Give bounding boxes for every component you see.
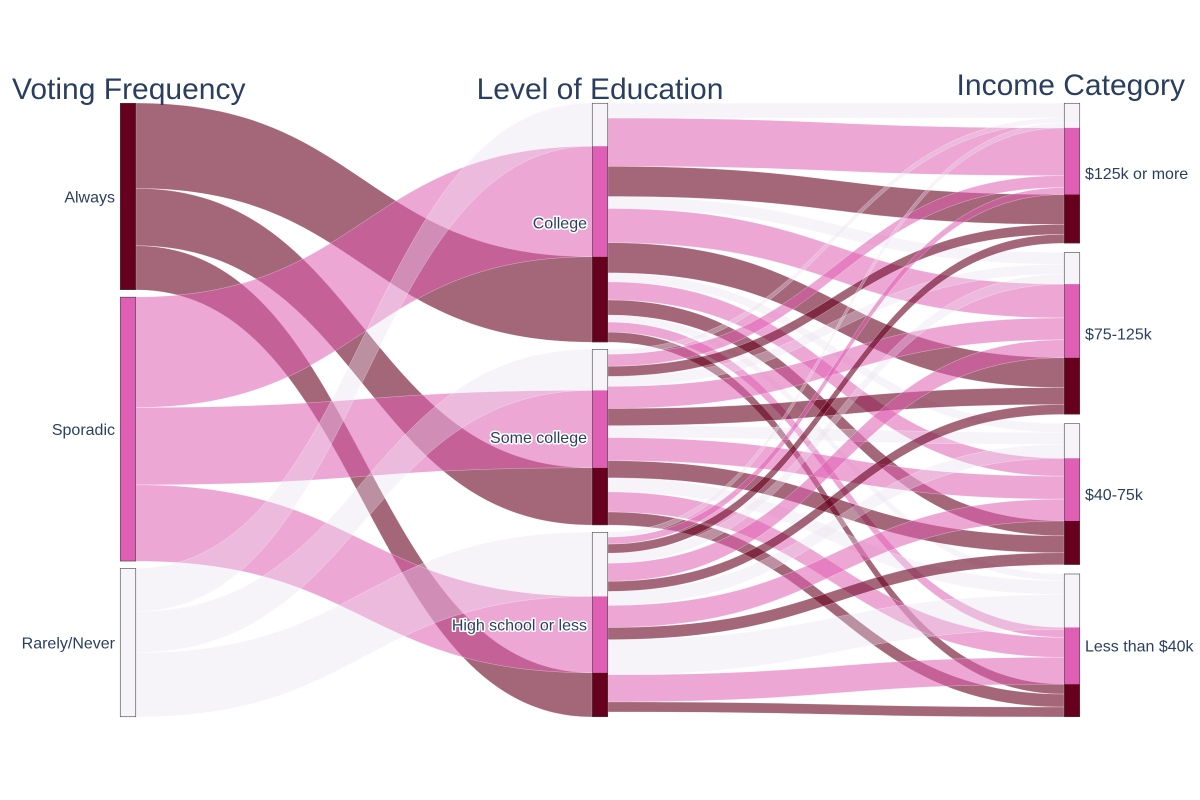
node-segment-40-75k-sporadic [1064,458,1080,521]
node-label-less-than-40k: Less than $40k [1085,638,1195,655]
node-segment-some-college-always [592,467,608,526]
link-high-school-or-less-to-less-than-40k-always[interactable] [607,701,1065,718]
node-segment-some-college-rarely-never [592,349,608,391]
node-segment-college-always [592,256,608,343]
node-outline-some-college [591,349,609,526]
node-label-rarely-never: Rarely/Never [22,636,116,653]
node-outline-40-75k [1063,423,1081,565]
node-segment-125k-or-more-sporadic [1064,127,1080,195]
node-segment-sporadic-sporadic [120,296,136,562]
node-always[interactable] [119,102,137,290]
node-outline-75-125k [1063,252,1081,415]
node-outline-high-school-or-less [591,532,609,718]
node-label-40-75k: $40-75k [1085,487,1144,504]
node-segment-40-75k-rarely-never [1064,423,1080,459]
labels-layer: Always Sporadic Rarely/Never College Some co… [20,165,1196,657]
node-segment-125k-or-more-always [1064,194,1080,244]
node-outline-always [119,102,137,290]
node-sporadic[interactable] [119,296,137,562]
node-segment-college-rarely-never [592,103,608,147]
node-outline-rarely-never [119,568,137,718]
node-segment-125k-or-more-rarely-never [1064,103,1080,128]
titles-layer: Voting Frequency Level of Education Inco… [12,69,1185,106]
links-layer [135,102,1065,718]
node-outline-sporadic [119,296,137,562]
node-75-125k[interactable] [1063,252,1081,415]
node-segment-high-school-or-less-rarely-never [592,532,608,597]
node-segment-less-than-40k-always [1064,684,1080,717]
column-title-voting-frequency: Voting Frequency [12,73,245,106]
node-label-some-college: Some college [490,430,587,447]
node-segment-high-school-or-less-sporadic [592,596,608,673]
node-segment-75-125k-sporadic [1064,284,1080,358]
node-segment-rarely-never-rarely-never [120,568,136,717]
node-rarely-never[interactable] [119,568,137,718]
nodes-layer [119,102,1081,718]
node-outline-less-than-40k [1063,573,1081,718]
node-label-always: Always [64,189,115,206]
column-title-level-of-education: Level of Education [477,73,724,106]
node-segment-40-75k-always [1064,520,1080,565]
node-40-75k[interactable] [1063,423,1081,565]
node-segment-high-school-or-less-always [592,672,608,717]
node-segment-75-125k-rarely-never [1064,252,1080,285]
node-label-high-school-or-less: High school or less [452,618,587,635]
node-segment-college-sporadic [592,146,608,257]
node-segment-some-college-sporadic [592,390,608,468]
node-125k-or-more[interactable] [1063,102,1081,244]
node-outline-college [591,102,609,343]
node-label-75-125k: $75-125k [1085,326,1153,343]
node-college[interactable] [591,102,609,343]
node-high-school-or-less[interactable] [591,532,609,718]
column-title-income-category: Income Category [957,69,1185,102]
node-label-125k-or-more: $125k or more [1085,166,1188,183]
node-segment-always-always [120,103,136,290]
node-segment-less-than-40k-sporadic [1064,627,1080,685]
node-label-sporadic: Sporadic [52,422,115,439]
node-less-than-40k[interactable] [1063,573,1081,718]
node-outline-125k-or-more [1063,102,1081,244]
node-some-college[interactable] [591,349,609,526]
node-segment-less-than-40k-rarely-never [1064,573,1080,628]
node-segment-75-125k-always [1064,357,1080,415]
node-label-college: College [533,216,587,233]
